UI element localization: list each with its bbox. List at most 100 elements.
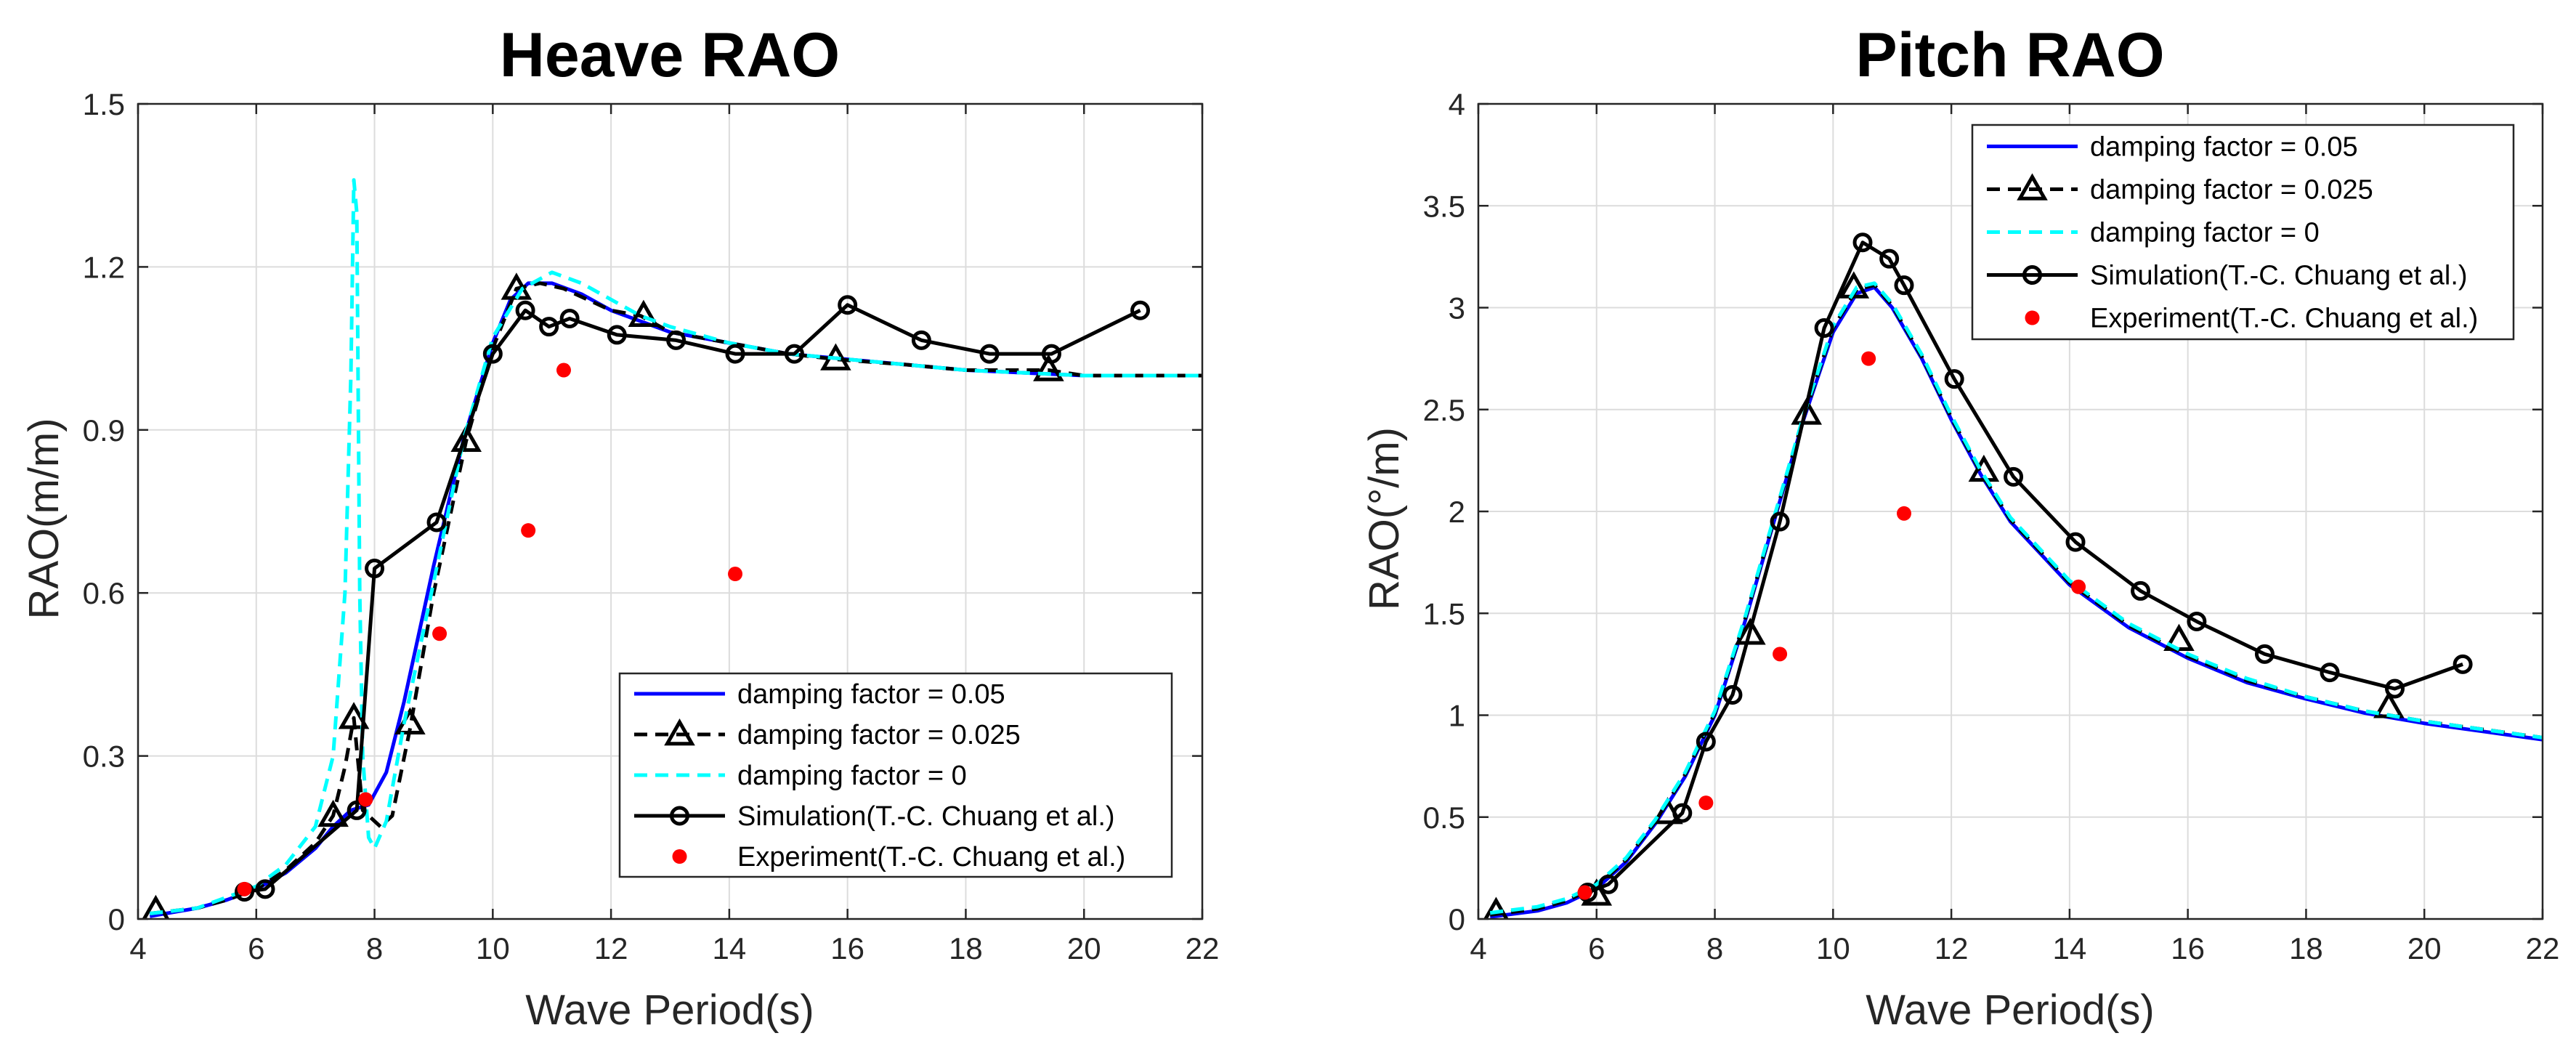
x-tick-label: 6 — [1588, 931, 1605, 965]
series-experiment-t-c-chuang-et-al-point — [2071, 579, 2086, 594]
y-tick-label: 0.3 — [83, 740, 125, 774]
x-tick-label: 8 — [366, 931, 383, 965]
series-simulation-t-c-chuang-et-al-point — [1598, 874, 1619, 894]
series-simulation-t-c-chuang-et-al-point — [1814, 318, 1834, 339]
series-group — [142, 178, 1202, 919]
x-tick-label: 10 — [1816, 931, 1850, 965]
y-axis-label: RAO(m/m) — [20, 418, 68, 619]
series-simulation-t-c-chuang-et-al-point — [1130, 300, 1151, 320]
series-simulation-t-c-chuang-et-al-line — [244, 303, 1141, 894]
series-experiment-t-c-chuang-et-al-point — [521, 523, 536, 538]
axes-box — [137, 102, 1204, 920]
y-tick-label: 2.5 — [1423, 393, 1465, 427]
series-simulation-t-c-chuang-et-al-point — [347, 800, 367, 820]
x-tick-label: 4 — [129, 931, 146, 965]
series-simulation-t-c-chuang-et-al-point — [838, 295, 858, 315]
series-simulation-t-c-chuang-et-al-point — [426, 512, 447, 532]
series-experiment-t-c-chuang-et-al-point — [1577, 885, 1592, 900]
legend-swatch-marker — [672, 849, 687, 864]
y-tick-label: 1.5 — [1423, 596, 1465, 631]
series-simulation-t-c-chuang-et-al-point — [1672, 803, 1693, 823]
series-simulation-t-c-chuang-et-al-point — [2453, 654, 2473, 674]
series-simulation-t-c-chuang-et-al-point — [365, 559, 385, 579]
series-simulation-t-c-chuang-et-al-point — [1944, 369, 1964, 389]
series-simulation-t-c-chuang-et-al-point — [2065, 532, 2086, 552]
legend-entry: Experiment(T.-C. Chuang et al.) — [2090, 304, 2478, 334]
legend-entry: damping factor = 0.025 — [2090, 175, 2373, 206]
pitch-rao-panel: Pitch RAO Wave Period(s) RAO(°/m) 4 6 8 10 1… — [1361, 20, 2559, 1034]
y-tick-label: 0 — [108, 902, 125, 936]
series-damping-factor-0-025-point — [317, 799, 349, 827]
y-tick-label: 3.5 — [1423, 189, 1465, 223]
x-tick-label: 16 — [2171, 931, 2205, 965]
series-simulation-t-c-chuang-et-al-point — [2254, 644, 2275, 664]
series-simulation-t-c-chuang-et-al-point — [1722, 684, 1743, 705]
x-axis-label: Wave Period(s) — [1866, 987, 2155, 1034]
y-tick-label: 2 — [1449, 495, 1465, 529]
x-tick-label: 22 — [2526, 931, 2560, 965]
y-tick-label: 3 — [1449, 291, 1465, 325]
series-simulation-t-c-chuang-et-al-point — [911, 330, 931, 350]
chart-title: Heave RAO — [500, 20, 840, 90]
legend-swatch-marker — [664, 718, 695, 746]
series-experiment-t-c-chuang-et-al-point — [358, 792, 373, 807]
x-tick-label: 18 — [949, 931, 983, 965]
y-tick-label: 1.2 — [83, 250, 125, 284]
series-simulation-t-c-chuang-et-al-line — [1587, 240, 2463, 894]
legend-entry: Simulation(T.-C. Chuang et al.) — [737, 801, 1115, 832]
y-tick-label: 0.6 — [83, 576, 125, 610]
x-tick-label: 4 — [1470, 931, 1486, 965]
series-damping-factor-0-025-point — [1791, 397, 1823, 425]
y-tick-label: 1.5 — [83, 87, 125, 121]
x-tick-label: 20 — [1067, 931, 1101, 965]
series-damping-factor-0-025-point — [1033, 354, 1064, 381]
heave-rao-panel: Heave RAO Wave Period(s) RAO(m/m) 4 6 8 10 1… — [20, 20, 1219, 1034]
legend-swatch-marker — [2025, 310, 2040, 325]
legend: damping factor = 0.05 damping factor = 0.… — [1971, 123, 2515, 341]
series-simulation-t-c-chuang-et-al-point — [482, 344, 503, 364]
legend-entry: damping factor = 0.025 — [737, 720, 1021, 750]
series-experiment-t-c-chuang-et-al-point — [237, 881, 252, 896]
x-tick-label: 20 — [2407, 931, 2442, 965]
series-damping-factor-0-025-point — [1968, 454, 2000, 482]
series-experiment-t-c-chuang-et-al-point — [728, 567, 743, 582]
series-simulation-t-c-chuang-et-al-point — [784, 344, 804, 364]
series-simulation-t-c-chuang-et-al-point — [2320, 663, 2340, 683]
y-tick-label: 0.9 — [83, 413, 125, 447]
series-experiment-t-c-chuang-et-al-point — [1861, 351, 1876, 366]
series-simulation-t-c-chuang-et-al-point — [2187, 611, 2207, 631]
x-tick-label: 18 — [2289, 931, 2323, 965]
x-axis-label: Wave Period(s) — [525, 987, 814, 1034]
series-simulation-t-c-chuang-et-al-point — [725, 344, 745, 364]
series-experiment-t-c-chuang-et-al-point — [1897, 506, 1911, 521]
series-damping-factor-0-025-point — [628, 299, 660, 327]
series-damping-factor-0-025-point — [142, 894, 170, 919]
chart-title: Pitch RAO — [1855, 20, 2164, 90]
legend-box — [618, 672, 1173, 878]
series-simulation-t-c-chuang-et-al-point — [515, 300, 535, 320]
y-tick-label: 0 — [1449, 902, 1465, 936]
series-experiment-t-c-chuang-et-al-point — [556, 363, 571, 378]
series-simulation-t-c-chuang-et-al-point — [666, 330, 686, 350]
series-experiment-t-c-chuang-et-al-point — [432, 626, 447, 641]
legend-swatch-marker — [670, 806, 689, 826]
series-simulation-t-c-chuang-et-al-point — [1041, 344, 1061, 364]
legend-entry: damping factor = 0 — [737, 761, 967, 791]
y-tick-label: 4 — [1449, 87, 1465, 121]
series-simulation-t-c-chuang-et-al-point — [1852, 232, 1873, 253]
x-tick-label: 16 — [830, 931, 864, 965]
legend-swatch-marker — [2022, 265, 2042, 285]
series-experiment-t-c-chuang-et-al-point — [1698, 795, 1714, 811]
x-tick-label: 22 — [1186, 931, 1220, 965]
series-simulation-t-c-chuang-et-al-point — [979, 344, 1000, 364]
series-damping-factor-0-025-point — [450, 424, 482, 453]
series-simulation-t-c-chuang-et-al-point — [1696, 732, 1716, 752]
y-tick-label: 1 — [1449, 699, 1465, 733]
legend-entry: damping factor = 0.05 — [2090, 132, 2358, 163]
x-tick-label: 12 — [1935, 931, 1969, 965]
series-damping-factor-0-025-point — [1735, 617, 1766, 645]
legend-entry: Simulation(T.-C. Chuang et al.) — [2090, 261, 2468, 291]
legend-entry: damping factor = 0.05 — [737, 679, 1005, 710]
series-simulation-t-c-chuang-et-al-point — [559, 308, 580, 328]
